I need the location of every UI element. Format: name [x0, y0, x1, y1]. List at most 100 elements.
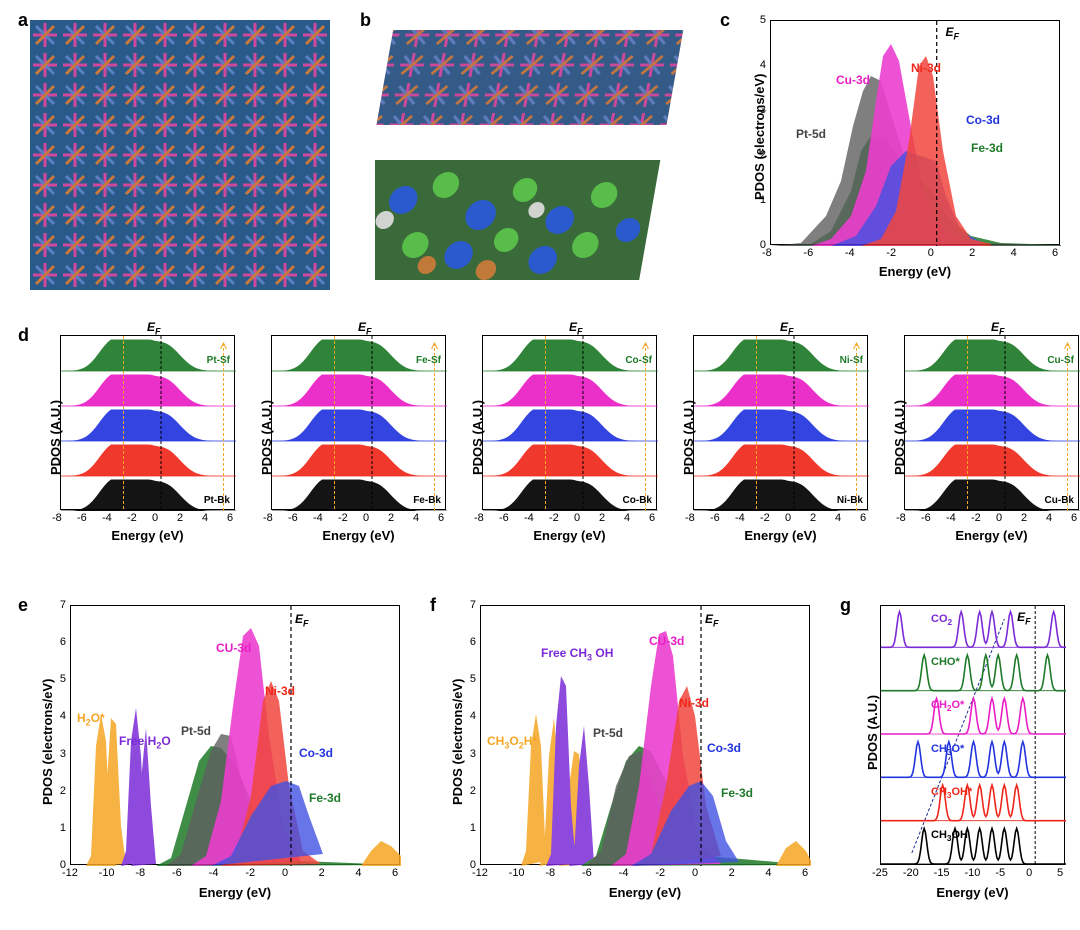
tick: -10 — [509, 867, 525, 879]
panel-label-b: b — [360, 10, 371, 31]
yticks-c: 012345 — [750, 20, 768, 245]
ef-label-d: EF — [780, 320, 794, 336]
tick: 0 — [996, 512, 1002, 524]
label-f-co3d: Co-3d — [707, 741, 741, 755]
tick: -2 — [245, 867, 255, 879]
tick: -4 — [209, 867, 219, 879]
tick: -6 — [288, 512, 298, 524]
xlabel-d-3: Energy (eV) — [693, 528, 868, 543]
g-row-label-2: CH2O* — [931, 699, 964, 713]
tick: 5 — [1057, 867, 1063, 879]
tick: 0 — [928, 247, 934, 259]
xticks-e: -12-10-8-6-4-20246 — [70, 867, 400, 882]
ef-label-g: EF — [1017, 610, 1031, 626]
tick: 2 — [969, 247, 975, 259]
label-co3d: Co-3d — [966, 113, 1000, 127]
label-e-cu3d: CU-3d — [216, 641, 251, 655]
d-bot-label: Fe-Bk — [413, 495, 441, 506]
ef-label-d: EF — [147, 320, 161, 336]
xticks-d-3: -8-6-4-20246 — [693, 512, 868, 526]
label-e-fe3d: Fe-3d — [309, 791, 341, 805]
g-row-label-5: CH3OH — [931, 829, 968, 843]
xlabel-f: Energy (eV) — [480, 885, 810, 900]
chart-f: EF CH3O2H* Free CH3 OH Pt-5d CU-3d Ni-3d… — [480, 605, 810, 865]
d-top-label: Cu-Sf — [1047, 355, 1074, 366]
ylabel-d-0: PDOS (A.U.) — [48, 400, 63, 475]
xticks-g: -25-20-15-10-505 — [880, 867, 1065, 882]
tick: -2 — [338, 512, 348, 524]
d-top-label: Co-Sf — [625, 355, 652, 366]
tick: 2 — [319, 867, 325, 879]
tick: 4 — [624, 512, 630, 524]
tick: -15 — [934, 867, 950, 879]
tick: -4 — [946, 512, 956, 524]
label-free-h2o: Free H2O — [119, 734, 171, 750]
tick: 0 — [692, 867, 698, 879]
tick: 6 — [227, 512, 233, 524]
label-f-cu3d: CU-3d — [649, 634, 684, 648]
ylabel-d-3: PDOS (A.U.) — [681, 400, 696, 475]
tick: 4 — [202, 512, 208, 524]
tick: 6 — [438, 512, 444, 524]
chart-d-0: EFPt-SfPt-Bk — [60, 335, 235, 510]
tick: -6 — [172, 867, 182, 879]
xlabel-d-4: Energy (eV) — [904, 528, 1079, 543]
ef-label-e: EF — [295, 612, 309, 628]
tick: 0 — [760, 239, 766, 251]
label-e-co3d: Co-3d — [299, 746, 333, 760]
xlabel-e: Energy (eV) — [70, 885, 400, 900]
tick: 5 — [470, 673, 476, 685]
tick: 2 — [470, 785, 476, 797]
tick: 0 — [470, 859, 476, 871]
ylabel-d-4: PDOS (A.U.) — [892, 400, 907, 475]
tick: -6 — [77, 512, 87, 524]
d-top-label: Ni-Sf — [840, 355, 863, 366]
xticks-d-2: -8-6-4-20246 — [482, 512, 657, 526]
tick: 1 — [760, 194, 766, 206]
d-bot-label: Cu-Bk — [1045, 495, 1074, 506]
panel-label-g: g — [840, 595, 851, 616]
xticks-f: -12-10-8-6-4-20246 — [480, 867, 810, 882]
tick: 0 — [282, 867, 288, 879]
tick: -25 — [872, 867, 888, 879]
tick: 4 — [835, 512, 841, 524]
tick: 0 — [152, 512, 158, 524]
d-bot-label: Co-Bk — [623, 495, 652, 506]
chart-e: EF H2O* Free H2O Pt-5d CU-3d Ni-3d Co-3d… — [70, 605, 400, 865]
tick: 6 — [1071, 512, 1077, 524]
tick: 3 — [760, 104, 766, 116]
tick: 0 — [1026, 867, 1032, 879]
tick: 6 — [1052, 247, 1058, 259]
ef-label-d: EF — [991, 320, 1005, 336]
tick: -2 — [127, 512, 137, 524]
d-bot-label: Pt-Bk — [204, 495, 230, 506]
chart-d-3: EFNi-SfNi-Bk — [693, 335, 868, 510]
tick: 4 — [1011, 247, 1017, 259]
tick: 4 — [760, 59, 766, 71]
label-f-pt5d: Pt-5d — [593, 726, 623, 740]
xlabel-c: Energy (eV) — [770, 264, 1060, 279]
tick: 6 — [649, 512, 655, 524]
ef-label-d: EF — [358, 320, 372, 336]
tick: 3 — [60, 748, 66, 760]
tick: 2 — [599, 512, 605, 524]
tick: -8 — [545, 867, 555, 879]
tick: -8 — [896, 512, 906, 524]
chart-d-2: EFCo-SfCo-Bk — [482, 335, 657, 510]
tick: -6 — [582, 867, 592, 879]
tick: 2 — [760, 149, 766, 161]
label-cu3d: Cu-3d — [836, 73, 870, 87]
tick: 1 — [470, 822, 476, 834]
tick: 4 — [470, 710, 476, 722]
tick: 4 — [60, 710, 66, 722]
d-top-label: Pt-Sf — [207, 355, 230, 366]
tick: -6 — [803, 247, 813, 259]
xlabel-d-2: Energy (eV) — [482, 528, 657, 543]
tick: 2 — [1021, 512, 1027, 524]
xticks-d-4: -8-6-4-20246 — [904, 512, 1079, 526]
label-f-fe3d: Fe-3d — [721, 786, 753, 800]
panel-label-e: e — [18, 595, 28, 616]
tick: -5 — [995, 867, 1005, 879]
d-bot-label: Ni-Bk — [837, 495, 863, 506]
yticks-e: 01234567 — [50, 605, 68, 865]
